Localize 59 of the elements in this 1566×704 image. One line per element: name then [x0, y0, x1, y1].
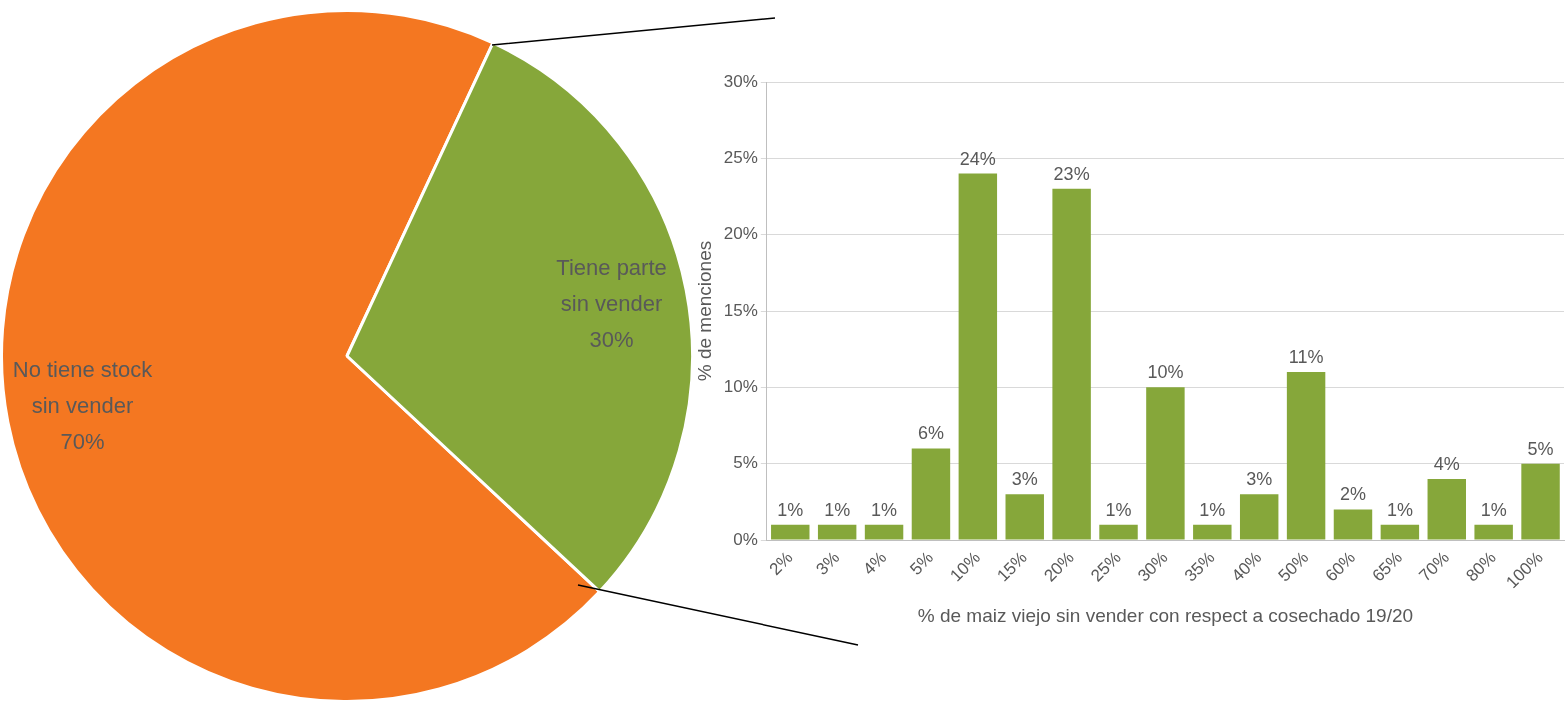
data-label: 1% — [871, 499, 898, 520]
data-label: 30% — [589, 326, 634, 352]
data-label: 1% — [1105, 499, 1132, 520]
y-tick-label: 0% — [733, 529, 758, 549]
bar — [1052, 188, 1091, 540]
bar — [864, 524, 904, 540]
data-label: 24% — [959, 148, 996, 169]
x-tick-label: 60% — [1321, 547, 1360, 586]
y-tick-label: 20% — [723, 224, 758, 244]
data-label: 1% — [1386, 499, 1413, 520]
bar — [1099, 524, 1138, 540]
bar — [817, 524, 857, 540]
bar — [1193, 524, 1232, 540]
data-label: 1% — [1199, 499, 1226, 520]
y-axis-title: % de menciones — [693, 240, 715, 382]
x-tick-label: 30% — [1134, 547, 1172, 586]
x-tick-label: 70% — [1415, 547, 1453, 586]
data-label: 23% — [1053, 163, 1090, 184]
bar — [958, 173, 998, 540]
data-label: 3% — [1246, 469, 1273, 490]
x-tick-label: 2% — [765, 547, 797, 579]
data-label: 10% — [1147, 362, 1184, 383]
y-tick-label: 10% — [723, 377, 758, 397]
bar — [771, 524, 810, 540]
x-tick-label: 80% — [1462, 547, 1500, 586]
bar — [1146, 387, 1185, 540]
bar — [1005, 494, 1044, 540]
bar — [1427, 478, 1466, 540]
data-label: 2% — [1339, 484, 1366, 505]
data-label: 11% — [1288, 347, 1324, 368]
x-tick-label: 35% — [1180, 547, 1219, 586]
data-label: 6% — [917, 423, 944, 444]
data-label: 1% — [1480, 499, 1507, 520]
y-tick-label: 30% — [723, 71, 758, 91]
y-tick-label: 25% — [723, 148, 758, 168]
data-label: 70% — [60, 429, 105, 455]
bar — [1380, 524, 1420, 540]
bar — [1333, 509, 1373, 540]
y-tick-label: 15% — [723, 300, 758, 320]
slice-label: No tiene stock sin vender — [12, 357, 154, 419]
data-label: 3% — [1011, 469, 1038, 490]
data-label: 5% — [1527, 438, 1554, 459]
y-tick-label: 5% — [733, 453, 758, 473]
x-tick-label: 3% — [812, 547, 844, 579]
x-tick-label: 50% — [1274, 547, 1313, 586]
bar — [1521, 463, 1560, 540]
bar — [1239, 494, 1279, 540]
data-label: 4% — [1433, 453, 1460, 474]
bar — [1474, 524, 1513, 540]
x-axis-title: % de maiz viejo sin vender con respect a cosechado 19/20 — [917, 604, 1414, 626]
slice-label: Tiene parte sin vender — [556, 254, 667, 316]
data-label: 1% — [824, 499, 851, 520]
x-tick-label: 65% — [1368, 547, 1407, 586]
x-tick-label: 4% — [859, 547, 891, 579]
x-tick-label: 40% — [1227, 547, 1266, 586]
bar — [1286, 372, 1326, 540]
x-tick-label: 5% — [906, 547, 938, 579]
data-label: 1% — [777, 499, 804, 520]
bar — [911, 448, 951, 540]
